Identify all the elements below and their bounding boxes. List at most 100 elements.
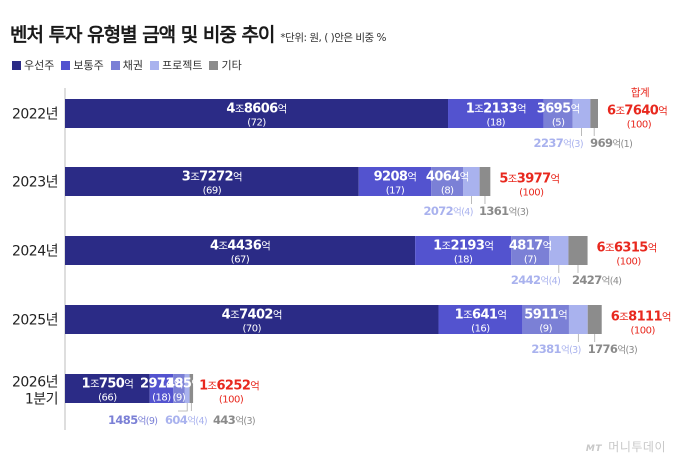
category-label-1: 2023년: [12, 175, 58, 191]
legend-item-1: 보통주: [61, 57, 104, 73]
bar-4-0: [590, 99, 598, 128]
bar-4-4: [189, 374, 194, 403]
share-label-2-1: (8): [441, 186, 454, 197]
data-label-4-1: 1361억(3): [479, 204, 528, 218]
category-label-2: 2024년: [12, 244, 58, 260]
share-label-2-3: (9): [539, 324, 552, 335]
bar-0-1: [65, 167, 359, 196]
bar-3-0: [572, 99, 591, 128]
legend-label-4: 기타: [221, 59, 242, 72]
watermark: MT 머니투데이: [586, 438, 666, 455]
bar-2-2: [511, 236, 550, 265]
data-label-4-0: 969억(1): [590, 136, 632, 150]
data-label-1-2: 1조2193억: [433, 239, 493, 254]
share-label-2-4: (9): [173, 393, 186, 404]
watermark-mark: MT: [585, 444, 602, 454]
share-label-0-1: (69): [203, 186, 222, 197]
bar-3-1: [463, 167, 480, 196]
legend-swatch-4: [209, 60, 219, 70]
bar-1-4: [149, 374, 174, 403]
data-label-2-1: 4064억: [426, 170, 469, 185]
share-label-2-2: (7): [524, 255, 537, 266]
total-label-4: 1조6252억: [199, 379, 259, 394]
share-label-2-0: (5): [552, 118, 565, 129]
data-label-4-3: 1776억(3): [588, 342, 637, 356]
bar-0-4: [65, 374, 150, 403]
bar-0-3: [65, 305, 439, 334]
legend-label-3: 프로젝트: [162, 59, 203, 72]
bar-1-2: [415, 236, 512, 265]
data-label-1-4: 2971억: [140, 377, 183, 392]
bar-2-4: [173, 374, 185, 403]
total-heading: 합계: [631, 87, 649, 99]
bar-4-2: [568, 236, 588, 265]
legend-item-0: 우선주: [12, 57, 54, 73]
share-label-1-3: (16): [471, 324, 490, 335]
total-label-0: 6조7640억: [607, 104, 667, 119]
data-label-2-4: 1485억: [158, 377, 201, 392]
data-label-0-2: 4조4436억: [210, 239, 270, 254]
legend-swatch-3: [150, 60, 159, 70]
bar-2-0: [543, 99, 573, 128]
data-label-0-4: 1조750억: [81, 377, 133, 392]
share-label-0-3: (70): [242, 324, 261, 335]
legend-label-2: 채권: [122, 59, 143, 72]
share-label-0-2: (67): [231, 255, 250, 266]
data-label-3-2: 2442억(4): [511, 273, 560, 287]
total-label-3: 6조8111억: [611, 310, 671, 325]
data-label-2-3: 5911억: [524, 308, 567, 323]
total-label-2: 6조6315억: [597, 241, 657, 256]
total-share-1: (100): [519, 188, 544, 199]
data-label-1-3: 1조641억: [455, 308, 507, 323]
legend-swatch-2: [110, 60, 120, 70]
bar-3-3: [568, 305, 588, 334]
data-label-2-2: 4817억: [509, 239, 552, 254]
data-label-0-0: 4조8606억: [226, 102, 286, 117]
data-label-2-0: 3695억: [537, 102, 580, 117]
legend-swatch-0: [12, 60, 21, 70]
share-label-0-4: (66): [98, 393, 117, 404]
total-label-1: 5조3977억: [499, 172, 559, 187]
leader-3-4: [178, 403, 188, 412]
share-label-1-4: (18): [152, 393, 171, 404]
data-label-4-4: 443억(3): [213, 413, 255, 427]
data-label-4-2: 2427억(4): [572, 273, 621, 287]
bar-1-3: [438, 305, 523, 334]
total-share-4: (100): [219, 395, 244, 406]
bar-2-3: [522, 305, 569, 334]
data-label-0-1: 3조7272억: [182, 170, 242, 185]
legend-item-3: 프로젝트: [150, 57, 202, 73]
data-label-1-1: 9208억: [374, 170, 417, 185]
category-label-4-b: 1분기: [25, 392, 58, 408]
bar-1-0: [448, 99, 544, 128]
bar-3-4: [184, 374, 190, 403]
bar-1-1: [358, 167, 432, 196]
legend-label-0: 우선주: [24, 59, 55, 72]
data-label-0-3: 4조7402억: [222, 308, 282, 323]
legend-item-4: 기타: [209, 57, 242, 73]
chart-title: 벤처 투자 유형별 금액 및 비중 추이: [10, 24, 275, 46]
category-label-3: 2025년: [12, 313, 58, 329]
total-share-2: (100): [616, 257, 641, 268]
legend: 우선주 보통주 채권 프로젝트 기타: [12, 57, 249, 73]
data-label-3-3: 2381억(3): [531, 342, 580, 356]
share-label-1-1: (17): [386, 186, 405, 197]
bar-0-2: [65, 236, 416, 265]
total-share-3: (100): [631, 326, 656, 337]
category-label-4-a: 2026년: [12, 375, 58, 391]
legend-item-2: 채권: [110, 57, 143, 73]
legend-swatch-1: [61, 60, 71, 70]
data-label-2-4: 1485억(9): [108, 413, 157, 427]
bar-4-3: [587, 305, 602, 334]
category-label-0: 2022년: [12, 107, 58, 123]
share-label-0-0: (72): [247, 118, 266, 129]
unit-note: *단위: 원, ( )안은 비중 %: [280, 32, 387, 44]
data-label-3-4: 604억(4): [165, 413, 207, 427]
total-share-0: (100): [627, 120, 652, 131]
data-label-3-0: 2237억(3): [534, 136, 583, 150]
share-label-1-2: (18): [454, 255, 473, 266]
bar-3-2: [549, 236, 569, 265]
legend-label-1: 보통주: [73, 59, 104, 72]
bar-4-1: [479, 167, 491, 196]
